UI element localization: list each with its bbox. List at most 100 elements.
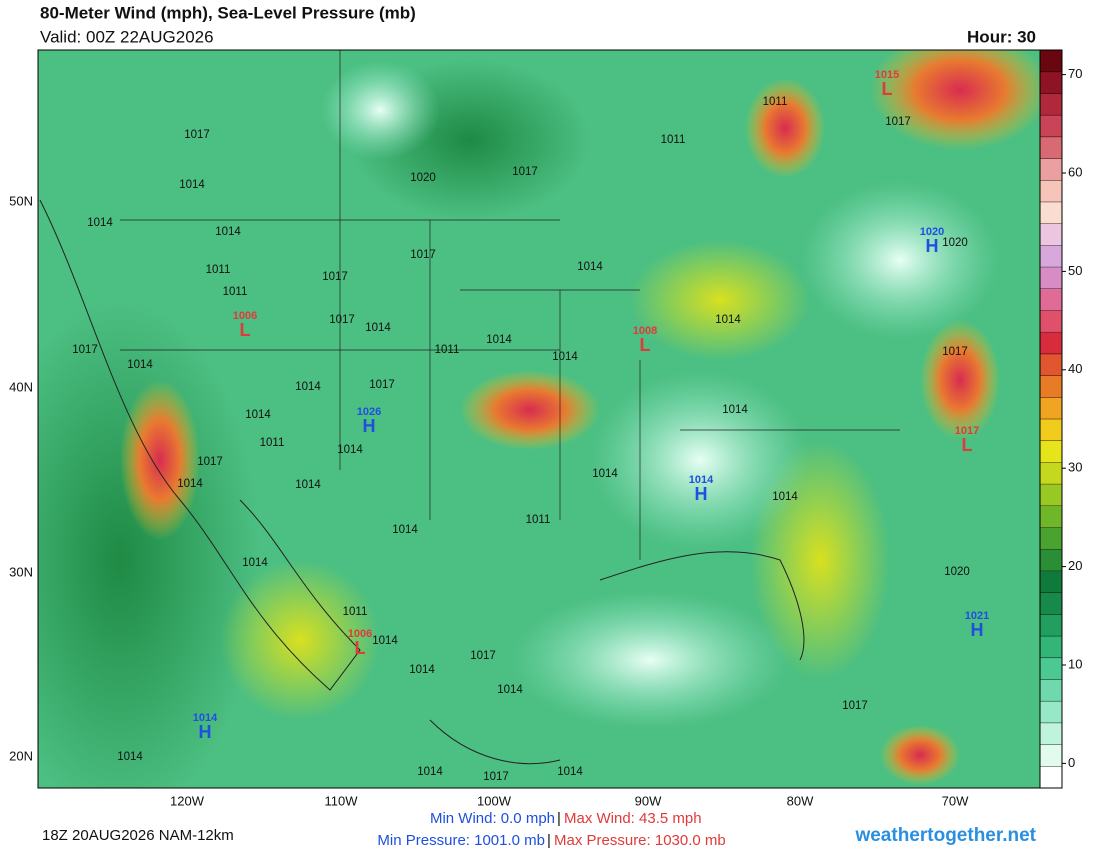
lon-label: 80W (787, 793, 814, 808)
pressure-center-letter: L (962, 435, 973, 455)
isobar-label: 1014 (715, 314, 741, 326)
isobar-label: 1011 (763, 96, 788, 108)
colorbar-swatch (1040, 484, 1062, 507)
valid-time: Valid: 00Z 22AUG2026 (40, 27, 214, 46)
isobar-label: 1014 (552, 351, 578, 363)
lat-label: 50N (9, 193, 33, 208)
pressure-center-letter: H (363, 416, 376, 436)
isobar-label: 1014 (557, 766, 583, 778)
separator: | (547, 832, 551, 849)
pressure-center-value: 1014 (689, 474, 714, 486)
colorbar-tick-label: 50 (1068, 263, 1082, 278)
colorbar-swatch (1040, 93, 1062, 116)
colorbar-swatch (1040, 353, 1062, 377)
colorbar-swatch (1040, 570, 1062, 594)
field-blob (590, 370, 810, 550)
pressure-center-letter: L (640, 335, 651, 355)
lat-label: 30N (9, 564, 33, 579)
isobar-label: 1014 (497, 684, 523, 696)
field-blob (745, 78, 825, 178)
colorbar-swatch (1040, 288, 1062, 311)
colorbar-swatch (1040, 679, 1062, 702)
model-run: 18Z 20AUG2026 NAM-12km (42, 827, 234, 844)
field-blob (630, 240, 810, 360)
isobar-label: 1017 (410, 249, 436, 261)
lon-label: 100W (477, 793, 512, 808)
colorbar-frame (1039, 49, 1063, 789)
colorbar-swatch (1040, 201, 1062, 225)
isobar-label: 1014 (722, 404, 748, 416)
colorbar-swatch (1040, 223, 1062, 246)
colorbar-swatch (1040, 766, 1062, 789)
isobar-label: 1014 (242, 557, 268, 569)
isobar-label: 1017 (197, 456, 223, 468)
colorbar-tick-label: 70 (1068, 66, 1082, 81)
lat-label: 20N (9, 748, 33, 763)
isobar-label: 1017 (322, 271, 348, 283)
colorbar-swatch (1040, 158, 1062, 181)
pressure-center-letter: L (355, 638, 366, 658)
map-field (38, 50, 1040, 788)
isobar-label: 1014 (127, 359, 153, 371)
site-name[interactable]: weathertogether.net (854, 825, 1036, 846)
state-border (120, 50, 900, 560)
colorbar-swatch (1040, 180, 1062, 203)
min-wind: Min Wind: 0.0 mph (430, 810, 555, 827)
colorbar-swatch (1040, 462, 1062, 485)
separator: | (557, 810, 561, 827)
colorbar-swatch (1040, 332, 1062, 355)
lon-label: 70W (942, 793, 969, 808)
isobar-label: 1017 (329, 314, 355, 326)
isobar-label: 1017 (512, 166, 538, 178)
isobar-label: 1017 (942, 346, 968, 358)
isobar-label: 1014 (215, 226, 241, 238)
colorbar-swatch (1040, 419, 1062, 442)
pressure-center-letter: H (971, 620, 984, 640)
min-pressure: Min Pressure: 1001.0 mb (377, 832, 545, 849)
colorbar-swatch (1040, 440, 1062, 463)
colorbar-tick-label: 20 (1068, 558, 1082, 573)
isobar-label: 1017 (72, 344, 98, 356)
pressure-center-value: 1017 (955, 425, 979, 437)
isobar-label: 1014 (372, 635, 398, 647)
isobar-label: 1014 (87, 217, 113, 229)
isobar-label: 1014 (409, 664, 435, 676)
coastline (39, 199, 805, 765)
isobar-label: 1017 (483, 771, 509, 783)
field-blob (880, 725, 960, 785)
field-blob (120, 380, 200, 540)
isobar-label: 1014 (177, 478, 203, 490)
colorbar-swatch (1040, 115, 1062, 138)
lat-label: 40N (9, 379, 33, 394)
isobar-label: 1011 (223, 286, 248, 298)
colorbar-swatch (1040, 722, 1062, 746)
pressure-center-value: 1015 (875, 69, 899, 81)
pressure-center-value: 1014 (193, 712, 218, 724)
pressure-center-value: 1026 (357, 406, 381, 418)
pressure-center-value: 1021 (965, 610, 989, 622)
colorbar-swatch (1040, 50, 1062, 73)
colorbar-swatch (1040, 136, 1062, 160)
isobar-label: 1017 (885, 116, 911, 128)
colorbar-tick-label: 0 (1068, 755, 1075, 770)
colorbar-tick-label: 10 (1068, 656, 1082, 671)
isobar-label: 1017 (184, 129, 210, 141)
field-blob (320, 60, 440, 160)
isobar-label: 1014 (337, 444, 363, 456)
isobar-label: 1014 (295, 479, 321, 491)
isobar-label: 1014 (417, 766, 443, 778)
colorbar-swatch (1040, 505, 1062, 529)
isobar-label: 1017 (470, 650, 496, 662)
isobar-label: 1011 (260, 437, 285, 449)
colorbar-swatch (1040, 527, 1062, 550)
pressure-center-letter: L (240, 320, 251, 340)
isobar-label: 1014 (392, 524, 418, 536)
colorbar-swatch (1040, 592, 1062, 615)
isobar-label: 1014 (365, 322, 391, 334)
isobar-label: 1014 (592, 468, 618, 480)
pressure-center-letter: H (199, 722, 212, 742)
isobar-label: 1017 (369, 379, 395, 391)
isobar-label: 1014 (117, 751, 143, 763)
isobar-label: 1014 (245, 409, 271, 421)
